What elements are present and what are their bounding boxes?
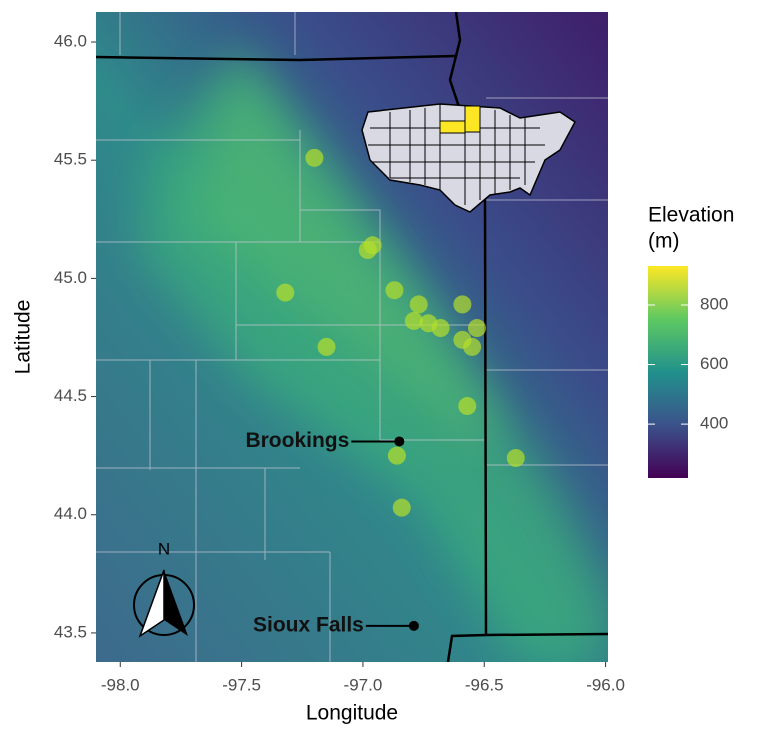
x-tick-label: -98.0 (101, 675, 140, 694)
site-point (388, 447, 406, 465)
site-point (393, 499, 411, 517)
y-tick-label: 44.5 (54, 386, 87, 405)
colorbar (648, 266, 688, 478)
y-tick-label: 44.0 (54, 504, 87, 523)
colorbar-label: 400 (700, 414, 728, 433)
site-point (364, 236, 382, 254)
y-tick-label: 45.0 (54, 268, 87, 287)
map-figure: N Longitude Latitude -98.0 -97.5 -97.0 -96.… (0, 0, 759, 728)
site-point (318, 338, 336, 356)
city-label: Brookings (245, 429, 349, 452)
city-point (394, 436, 404, 446)
x-axis-title: Longitude (306, 702, 398, 725)
site-point (453, 295, 471, 313)
colorbar-label: 800 (700, 294, 728, 313)
elevation-raster (96, 12, 608, 662)
y-tick-label: 46.0 (54, 32, 87, 51)
x-tick-label: -97.0 (344, 675, 383, 694)
site-point (463, 338, 481, 356)
y-tick-label: 43.5 (54, 622, 87, 641)
site-point (385, 281, 403, 299)
north-label: N (158, 539, 170, 558)
site-point (432, 319, 450, 337)
x-tick-label: -97.5 (222, 675, 261, 694)
site-point (468, 319, 486, 337)
site-point (458, 397, 476, 415)
city-label: Sioux Falls (253, 613, 364, 636)
x-tick-label: -96.0 (586, 675, 625, 694)
x-tick-label: -96.5 (465, 675, 504, 694)
site-point (276, 284, 294, 302)
site-point (410, 295, 428, 313)
colorbar-label: 600 (700, 354, 728, 373)
site-point (305, 149, 323, 167)
y-tick-label: 45.5 (54, 150, 87, 169)
y-axis-title: Latitude (12, 300, 35, 375)
site-point (507, 449, 525, 467)
city-point (409, 621, 419, 631)
colorbar-title: Elevation (648, 204, 734, 227)
colorbar-title: (m) (648, 230, 679, 253)
